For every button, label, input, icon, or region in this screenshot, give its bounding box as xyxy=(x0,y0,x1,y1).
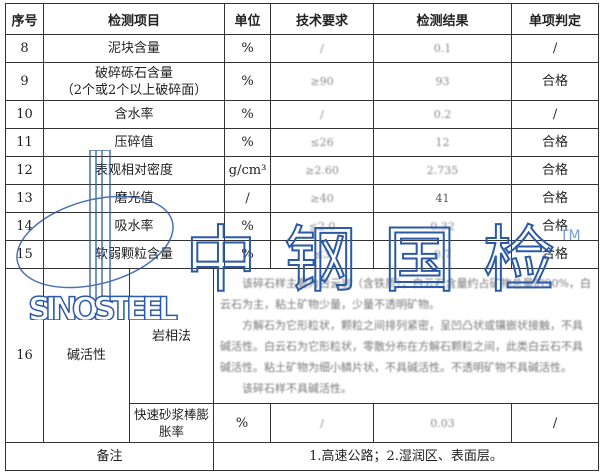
row-result: 0.03 xyxy=(373,403,513,443)
row-no: 16 xyxy=(5,268,44,443)
row-unit: / xyxy=(224,184,272,213)
petrographic-result-text: 该碎石样主要为白云岩（含铁质），白云石含量约占矿物总量的90%，白云石为主，粘土… xyxy=(212,268,600,404)
remarks-label: 备注 xyxy=(5,442,214,471)
row-requirement: / xyxy=(270,100,375,129)
paragraph: 该碎石样主要为白云岩（含铁质），白云石含量约占矿物总量的90%，白云石为主，粘土… xyxy=(220,277,591,311)
row-item: 泥块含量 xyxy=(42,34,226,63)
row-verdict: 合格 xyxy=(511,184,600,213)
header-unit: 单位 xyxy=(224,3,272,35)
row-requirement: ≥90 xyxy=(270,62,375,101)
header-result: 检测结果 xyxy=(373,3,513,35)
row-item-line2: （2个或2个以上破碎面） xyxy=(60,82,208,98)
row-result: 41 xyxy=(373,184,513,213)
table-row: 9 破碎砾石含量 （2个或2个以上破碎面）% ≥90 93 合格 xyxy=(5,62,600,101)
row-no: 11 xyxy=(5,128,44,157)
row-result: 93 xyxy=(373,62,513,101)
row-item-line1: 破碎砾石含量 xyxy=(95,65,174,81)
row-item: 压碎值 xyxy=(42,128,226,157)
row-requirement: ≤3 xyxy=(270,240,375,269)
row-verdict: / xyxy=(511,100,600,129)
row-item: 磨光值 xyxy=(42,184,226,213)
row-unit: % xyxy=(224,240,272,269)
header-requirement: 技术要求 xyxy=(270,3,375,35)
row-no: 9 xyxy=(5,62,44,101)
row-result: 0.7 xyxy=(373,240,513,269)
row-result: 2.735 xyxy=(373,156,513,185)
header-row: 序号 检测项目 单位 技术要求 检测结果 单项判定 xyxy=(5,3,600,35)
row-verdict: / xyxy=(511,34,600,63)
row-result: 0.1 xyxy=(373,34,513,63)
row-item: 表观相对密度 xyxy=(42,156,226,185)
remarks-text: 1.高速公路；2.湿润区、表面层。 xyxy=(212,442,600,471)
table-row: 12 表观相对密度 g/cm³ ≥2.60 2.735 合格 xyxy=(5,156,600,185)
header-item: 检测项目 xyxy=(42,3,226,35)
row-result: 0.2 xyxy=(373,100,513,129)
row-requirement: ≤2.0 xyxy=(270,212,375,241)
row-result: 0.32 xyxy=(373,212,513,241)
row-item: 软弱颗粒含量 xyxy=(42,240,226,269)
row-no: 12 xyxy=(5,156,44,185)
table-row-16: 16 碱活性 岩相法 该碎石样主要为白云岩（含铁质），白云石含量约占矿物总量的9… xyxy=(5,268,600,443)
paragraph: 该碎石样不具碱活性。 xyxy=(242,382,352,395)
row-item: 含水率 xyxy=(42,100,226,129)
table-row: 11 压碎值% ≤26 12 合格 xyxy=(5,128,600,157)
row-item: 吸水率 xyxy=(42,212,226,241)
paragraph: 方解石为它形粒状，颗粒之间排列紧密，呈凹凸状或镶嵌状接触，不具碱活性。白云石为它… xyxy=(220,319,583,374)
row-no: 10 xyxy=(5,100,44,129)
row-requirement: ≥2.60 xyxy=(270,156,375,185)
method-mortar-bar: 快速砂浆棒膨胀率 xyxy=(129,403,214,443)
header-verdict: 单项判定 xyxy=(511,3,600,35)
row-item: 碱活性 xyxy=(43,268,130,443)
row-no: 15 xyxy=(5,240,44,269)
row-result: 12 xyxy=(373,128,513,157)
row-unit: g/cm³ xyxy=(224,156,272,185)
row-unit: % xyxy=(212,403,272,443)
header-no: 序号 xyxy=(5,3,44,35)
row-item: 破碎砾石含量 （2个或2个以上破碎面） xyxy=(42,62,226,101)
row-unit: % xyxy=(224,212,272,241)
row-unit: % xyxy=(224,100,272,129)
row-verdict: 合格 xyxy=(511,62,600,101)
row-unit: % xyxy=(224,62,272,101)
row-requirement: ≥40 xyxy=(270,184,375,213)
row-verdict: / xyxy=(511,403,600,443)
table-row: 10 含水率%/0.2/ xyxy=(5,100,600,129)
remarks-row: 备注 1.高速公路；2.湿润区、表面层。 xyxy=(5,442,600,471)
row-requirement: ≤26 xyxy=(270,128,375,157)
row-no: 13 xyxy=(5,184,44,213)
row-verdict: 合格 xyxy=(511,212,600,241)
row-requirement: / xyxy=(270,34,375,63)
table-row: 13 磨光值 / ≥40 41 合格 xyxy=(5,184,600,213)
table-row-16b: 快速砂浆棒膨胀率 % / 0.03 / xyxy=(6,403,600,443)
row-verdict: 合格 xyxy=(511,240,600,269)
row-no: 8 xyxy=(5,34,44,63)
row-verdict: 合格 xyxy=(511,156,600,185)
row-unit: % xyxy=(224,128,272,157)
table-row: 14 吸水率% ≤2.0 0.32 合格 xyxy=(5,212,600,241)
table-row: 15 软弱颗粒含量% ≤3 0.7 合格 xyxy=(5,240,600,269)
row-no: 14 xyxy=(5,212,44,241)
row-unit: % xyxy=(224,34,272,63)
row-requirement: / xyxy=(270,403,375,443)
table-row: 8 泥块含量%/0.1/ xyxy=(5,34,600,63)
row-verdict: 合格 xyxy=(511,128,600,157)
method-petrographic: 岩相法 xyxy=(129,268,214,404)
